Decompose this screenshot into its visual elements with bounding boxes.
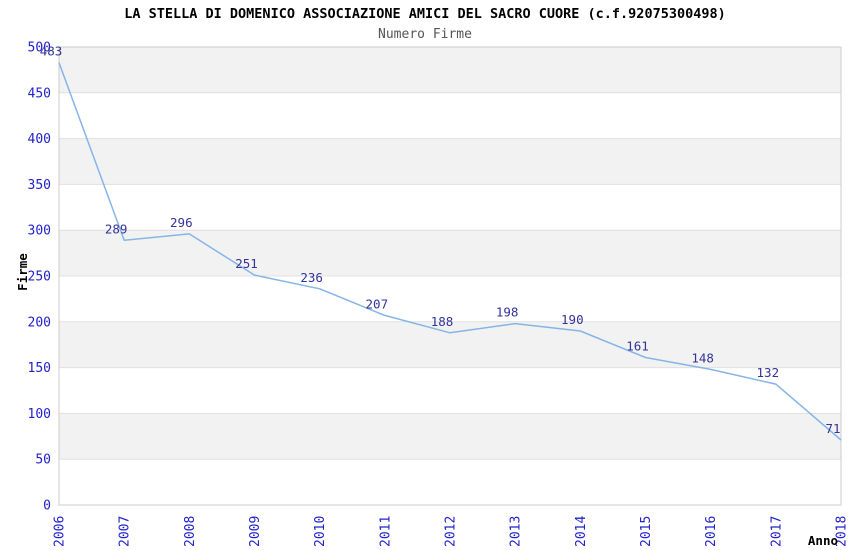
data-point-label: 188: [431, 314, 454, 329]
data-point-label: 207: [366, 296, 389, 311]
y-tick-label: 300: [28, 224, 51, 239]
plot-band: [59, 138, 841, 185]
x-tick-label: 2016: [704, 516, 719, 547]
data-line: [58, 62, 842, 441]
x-tick-label: 2008: [183, 516, 198, 547]
x-tick-label: 2012: [444, 516, 459, 547]
y-tick-label: 100: [28, 407, 51, 422]
y-tick-label: 50: [35, 453, 51, 468]
data-point-label: 483: [40, 44, 63, 59]
plot-band: [59, 321, 841, 368]
plot-band: [59, 230, 841, 276]
x-tick-label: 2017: [769, 516, 784, 547]
x-tick-label: 2006: [53, 516, 68, 547]
y-tick-label: 250: [28, 270, 51, 285]
chart-subtitle: Numero Firme: [378, 27, 472, 42]
y-tick-label: 200: [28, 315, 51, 330]
data-point-label: 190: [561, 312, 584, 327]
plot-band: [59, 413, 841, 460]
data-point-label: 198: [496, 305, 519, 320]
data-point-label: 236: [300, 270, 323, 285]
data-point-label: 132: [757, 365, 780, 380]
data-point-label: 71: [825, 421, 840, 436]
x-axis-title: Anno: [808, 533, 838, 548]
chart-title: LA STELLA DI DOMENICO ASSOCIAZIONE AMICI…: [124, 6, 726, 22]
y-tick-label: 450: [28, 86, 51, 101]
y-axis-title: Firme: [15, 253, 30, 291]
y-tick-label: 0: [43, 499, 51, 514]
data-point-label: 251: [235, 256, 258, 271]
x-tick-label: 2013: [509, 516, 524, 547]
plot-band: [59, 47, 841, 93]
x-tick-label: 2010: [313, 516, 328, 547]
x-tick-label: 2011: [378, 516, 393, 547]
y-tick-label: 400: [28, 132, 51, 147]
x-tick-label: 2018: [835, 516, 850, 547]
y-tick-label: 350: [28, 178, 51, 193]
y-tick-label: 500: [28, 41, 51, 56]
x-tick-label: 2007: [118, 516, 133, 547]
x-tick-label: 2014: [574, 516, 589, 547]
data-point-label: 289: [105, 221, 128, 236]
data-point-label: 161: [626, 339, 649, 354]
x-tick-label: 2009: [248, 516, 263, 547]
data-point-label: 148: [691, 350, 714, 365]
y-tick-label: 150: [28, 361, 51, 376]
data-point-label: 296: [170, 215, 193, 230]
x-tick-label: 2015: [639, 516, 654, 547]
plot-border: [58, 46, 842, 506]
